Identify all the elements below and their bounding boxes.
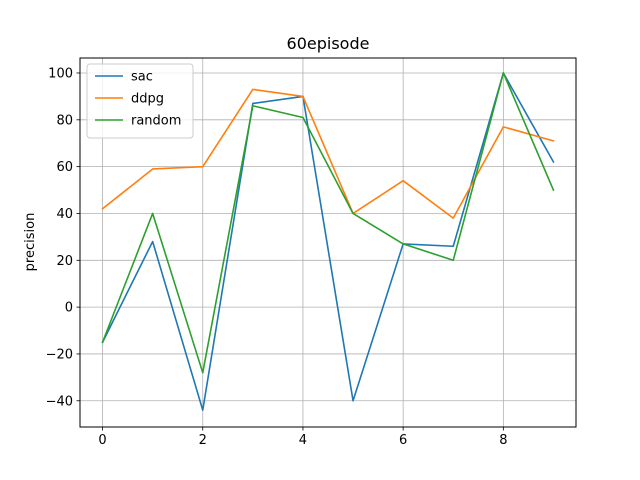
y-axis-label: precision [23,213,38,272]
x-tick-label: 8 [499,433,507,448]
x-tick-label: 0 [98,433,106,448]
legend-label-sac: sac [131,70,153,85]
y-tick-label: 80 [56,113,73,128]
plot-frame [79,57,577,428]
legend: sac ddpg random [86,63,194,139]
legend-label-random: random [131,114,181,129]
y-tick-label: −40 [46,394,73,409]
y-tick-label: 20 [56,254,73,269]
y-tick-label: −20 [46,347,73,362]
series-line-ddpg [101,88,555,219]
x-tick-label: 6 [399,433,407,448]
x-axis: 0 2 4 6 8 [98,427,507,448]
y-axis: −40 −20 0 20 40 60 80 100 [46,66,80,409]
series-line-sac [101,72,555,411]
chart-title: 60episode [287,34,370,53]
x-tick-label: 4 [299,433,307,448]
x-tick-label: 2 [199,433,207,448]
legend-label-ddpg: ddpg [131,92,164,107]
y-tick-label: 0 [65,301,73,316]
series-lines [101,72,555,411]
series-line-random [101,72,555,374]
y-tick-label: 40 [56,207,73,222]
y-tick-label: 60 [56,160,73,175]
y-tick-label: 100 [48,66,73,81]
